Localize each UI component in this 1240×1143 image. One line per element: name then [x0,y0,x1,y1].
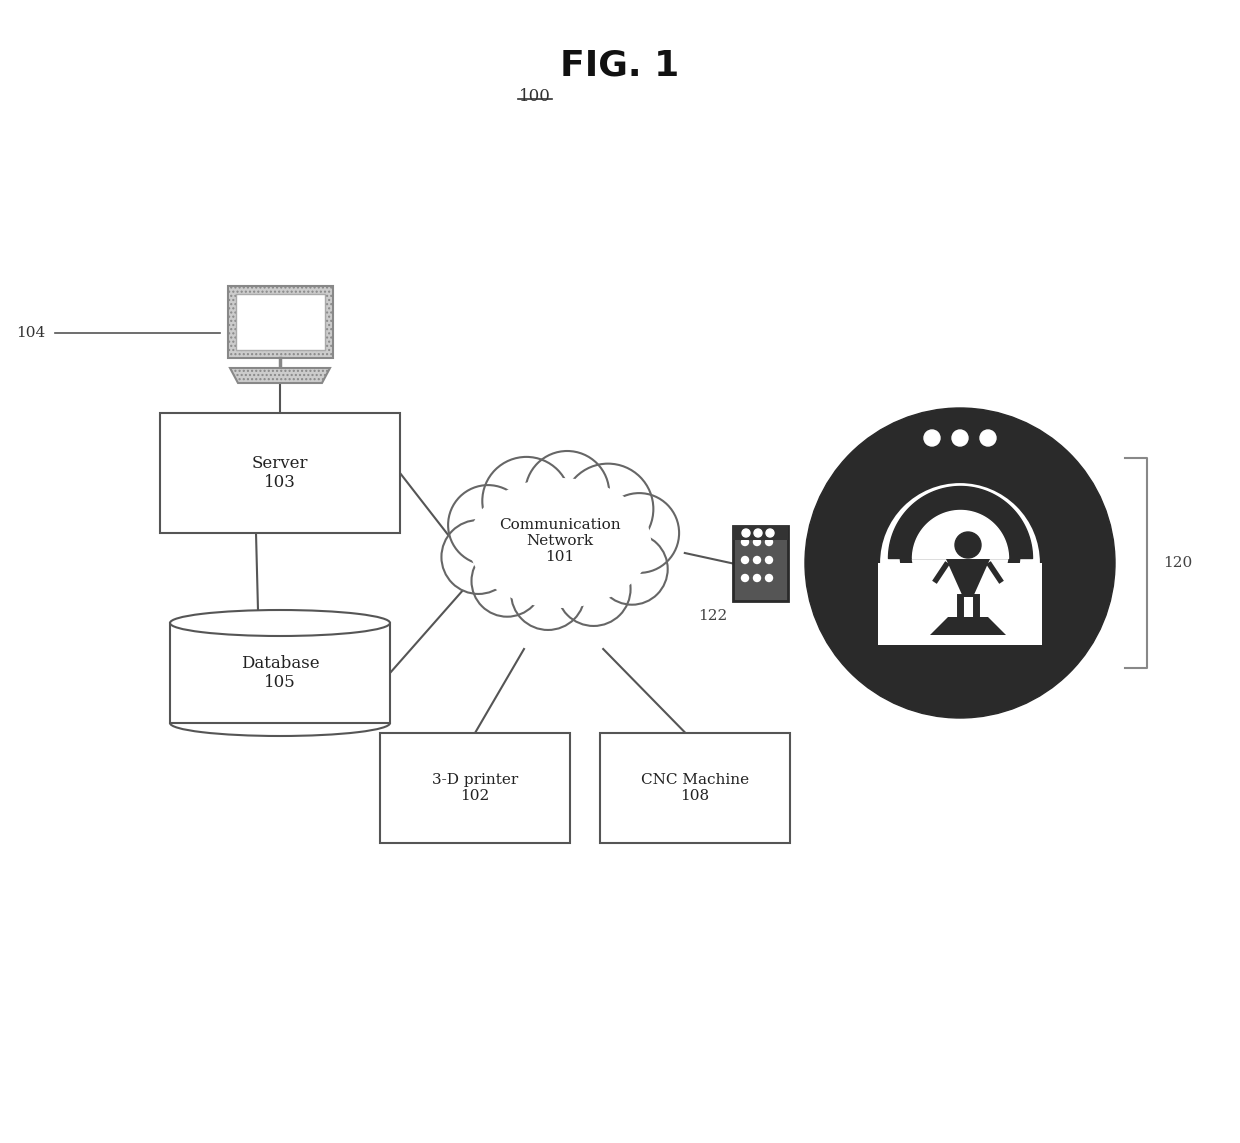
Circle shape [742,538,749,545]
FancyBboxPatch shape [733,526,787,601]
Text: Server
103: Server 103 [252,455,309,491]
Circle shape [766,529,774,537]
Circle shape [878,481,1042,645]
Text: 124: 124 [954,644,982,657]
Circle shape [482,457,570,545]
FancyBboxPatch shape [236,294,325,350]
Ellipse shape [170,610,391,636]
Circle shape [952,430,968,446]
Circle shape [471,545,543,617]
Ellipse shape [170,710,391,736]
Ellipse shape [469,478,651,608]
Circle shape [599,493,680,573]
Text: CNC Machine
108: CNC Machine 108 [641,773,749,804]
Circle shape [742,575,749,582]
Text: 120: 120 [1163,555,1192,570]
Text: 104: 104 [16,326,45,339]
Circle shape [924,430,940,446]
Circle shape [980,430,996,446]
Circle shape [754,575,760,582]
Text: 122: 122 [698,609,727,623]
Circle shape [765,557,773,563]
Circle shape [955,531,981,558]
Text: Communication
Network
101: Communication Network 101 [500,518,621,565]
FancyBboxPatch shape [227,286,332,358]
FancyBboxPatch shape [379,733,570,844]
Circle shape [742,529,750,537]
Circle shape [563,464,653,554]
Circle shape [754,538,760,545]
Circle shape [596,534,667,605]
Polygon shape [930,617,1006,636]
FancyBboxPatch shape [600,733,790,844]
FancyBboxPatch shape [160,413,401,533]
FancyBboxPatch shape [733,526,787,539]
Circle shape [754,557,760,563]
Circle shape [742,557,749,563]
Circle shape [765,538,773,545]
FancyBboxPatch shape [170,623,391,724]
Circle shape [448,485,528,565]
Ellipse shape [464,471,656,615]
Circle shape [765,575,773,582]
Circle shape [900,493,1021,613]
Circle shape [511,555,585,630]
Text: FIG. 1: FIG. 1 [560,48,680,82]
FancyBboxPatch shape [883,567,905,645]
Polygon shape [946,559,990,597]
FancyBboxPatch shape [878,563,1042,645]
Circle shape [754,529,763,537]
FancyBboxPatch shape [1016,567,1037,645]
Circle shape [526,451,609,535]
Circle shape [911,505,1008,601]
Circle shape [441,520,516,594]
Text: 3-D printer
102: 3-D printer 102 [432,773,518,804]
Polygon shape [229,368,330,383]
Circle shape [557,552,631,626]
Circle shape [805,408,1115,718]
Text: 100: 100 [520,88,551,105]
Text: Database
105: Database 105 [241,655,320,692]
